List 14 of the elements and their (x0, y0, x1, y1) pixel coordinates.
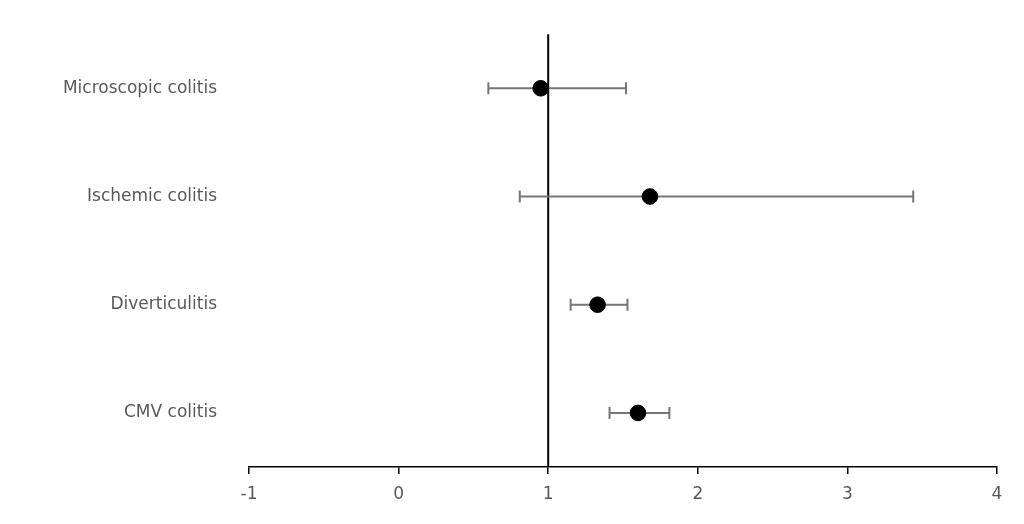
point (532, 80, 550, 97)
y-tick-label: Microscopic colitis (62, 76, 218, 97)
y-tick-label: CMV colitis (123, 401, 218, 422)
y-tick-label: Ischemic colitis (87, 184, 218, 205)
point (589, 296, 606, 313)
x-tick-label: 2 (692, 482, 704, 503)
y-tick-label: Diverticulitis (110, 293, 218, 314)
x-tick-label: 1 (542, 482, 554, 503)
x-tick-label: 4 (991, 482, 1003, 503)
point (629, 404, 647, 422)
x-tick-label: 3 (841, 482, 853, 503)
x-tick-label: 0 (393, 482, 405, 503)
point (641, 188, 659, 205)
x-tick-label: -1 (240, 482, 258, 503)
